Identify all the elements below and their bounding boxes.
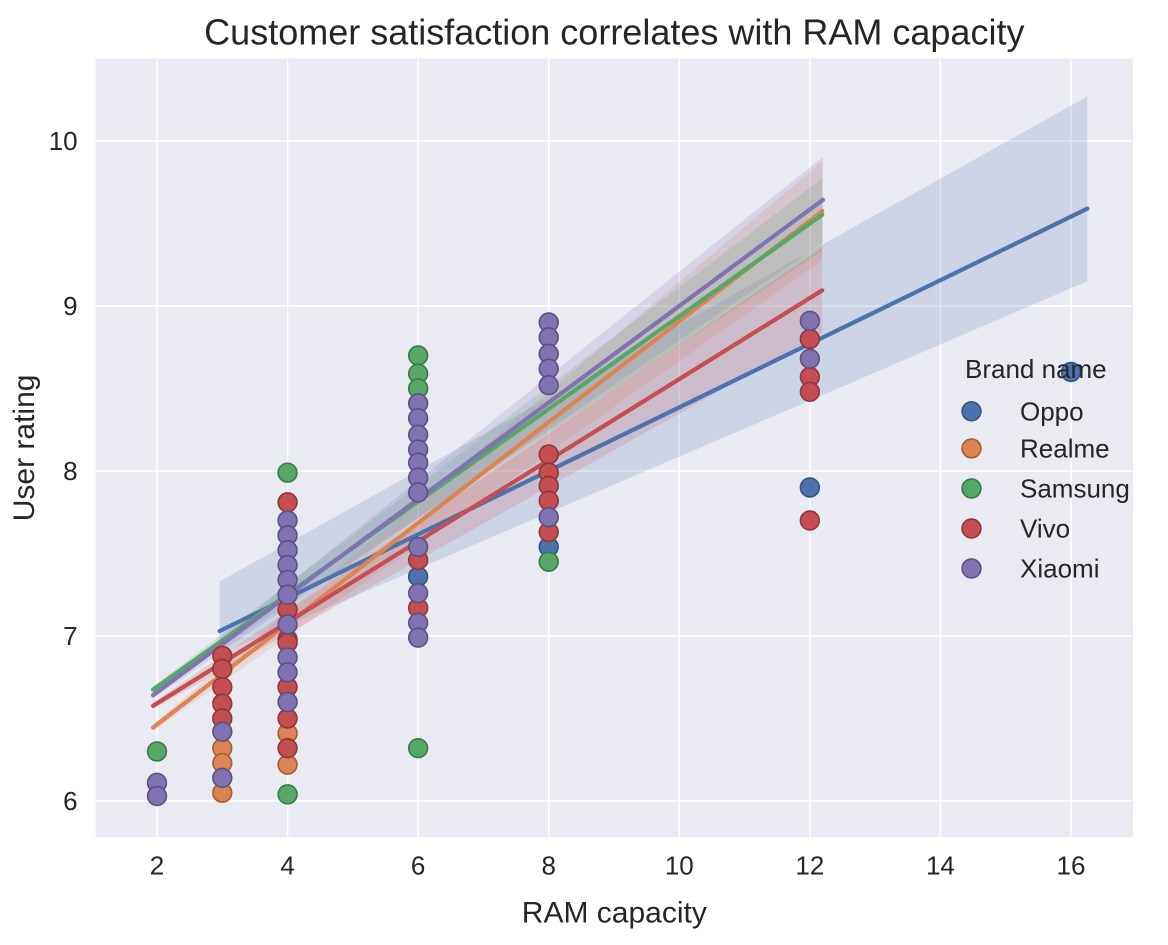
svg-text:Realme: Realme xyxy=(1020,433,1110,463)
svg-text:4: 4 xyxy=(280,850,294,880)
svg-text:Xiaomi: Xiaomi xyxy=(1020,554,1099,584)
svg-text:6: 6 xyxy=(63,786,77,816)
svg-text:10: 10 xyxy=(665,850,694,880)
svg-text:Brand name: Brand name xyxy=(965,354,1107,384)
svg-text:8: 8 xyxy=(541,850,555,880)
svg-text:User rating: User rating xyxy=(8,375,41,522)
svg-text:9: 9 xyxy=(63,291,77,321)
svg-text:RAM capacity: RAM capacity xyxy=(522,896,707,929)
svg-text:Customer satisfaction correlat: Customer satisfaction correlates with RA… xyxy=(204,12,1024,53)
svg-text:14: 14 xyxy=(926,850,955,880)
svg-text:16: 16 xyxy=(1057,850,1086,880)
svg-text:12: 12 xyxy=(795,850,824,880)
svg-text:6: 6 xyxy=(411,850,425,880)
svg-text:Vivo: Vivo xyxy=(1020,514,1070,544)
svg-text:7: 7 xyxy=(63,621,77,651)
svg-text:10: 10 xyxy=(49,126,78,156)
svg-text:8: 8 xyxy=(63,456,77,486)
svg-text:Samsung: Samsung xyxy=(1020,474,1130,504)
svg-text:2: 2 xyxy=(150,850,164,880)
svg-text:Oppo: Oppo xyxy=(1020,396,1084,426)
